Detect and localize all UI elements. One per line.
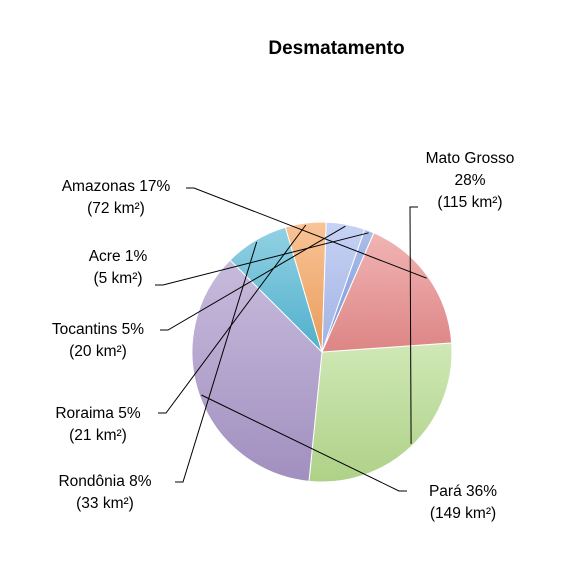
data-label-tocantins: Tocantins 5% (20 km²) bbox=[52, 321, 144, 360]
leader-line-rond-nia bbox=[175, 241, 258, 483]
data-label-rond-nia: Rondônia 8% (33 km²) bbox=[58, 473, 151, 512]
leader-line-tocantins bbox=[160, 225, 346, 331]
pie-slice-mato-grosso bbox=[308, 342, 453, 483]
leader-line-mato-grosso bbox=[409, 206, 418, 444]
data-label-par-: Pará 36% (149 km²) bbox=[429, 483, 497, 522]
data-label-amazonas: Amazonas 17% (72 km²) bbox=[62, 178, 171, 217]
chart-title: Desmatamento bbox=[268, 38, 405, 59]
data-label-acre: Acre 1% (5 km²) bbox=[89, 248, 148, 287]
pie-slice-par- bbox=[191, 259, 323, 482]
pie-slice-amazonas bbox=[321, 232, 453, 353]
leader-line-roraima bbox=[158, 224, 307, 414]
data-label-roraima: Roraima 5% (21 km²) bbox=[55, 405, 140, 444]
leader-line-amazonas bbox=[186, 187, 427, 279]
leader-line-par- bbox=[201, 394, 407, 492]
data-label-mato-grosso: Mato Grosso 28% (115 km²) bbox=[426, 150, 515, 211]
leader-line-acre bbox=[155, 232, 369, 286]
